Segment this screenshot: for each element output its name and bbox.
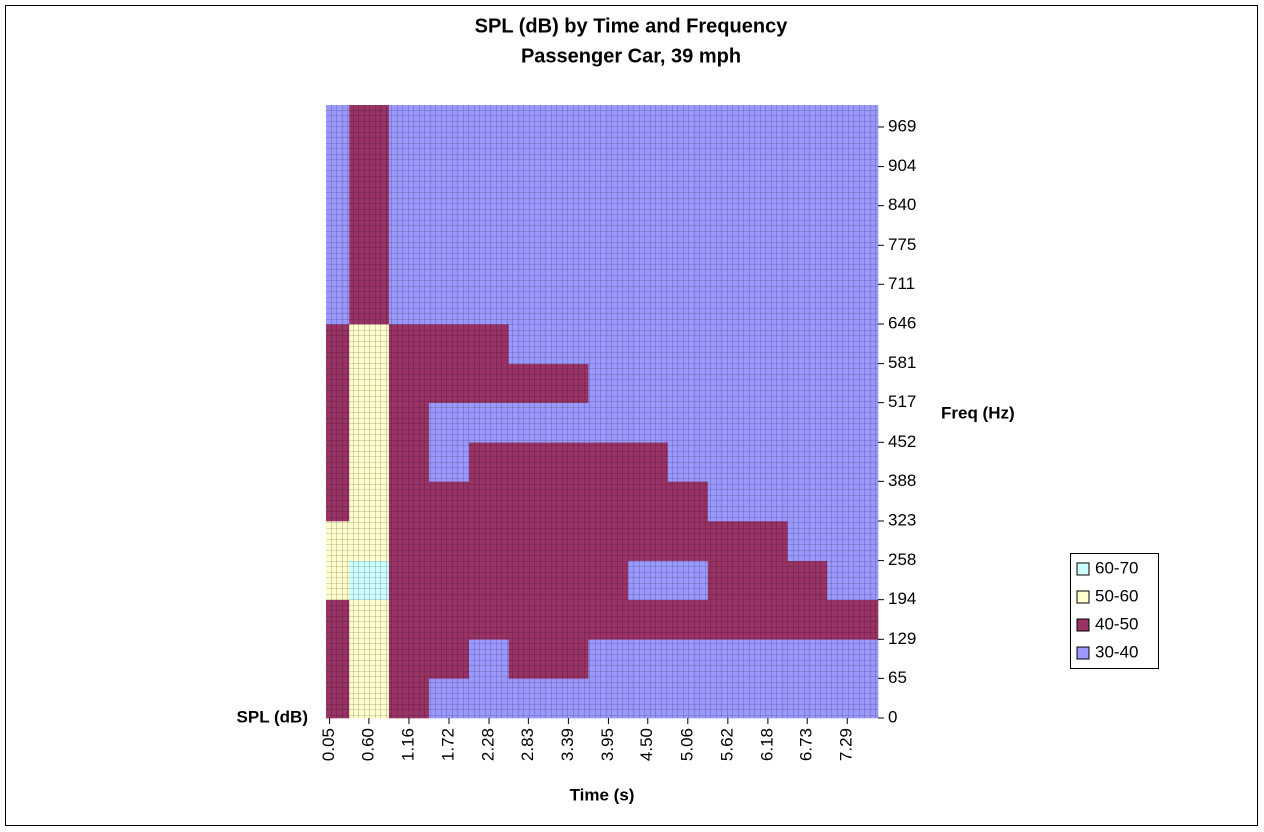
x-tick-label: 1.16 <box>398 728 417 761</box>
y-tick-label: 840 <box>888 195 916 214</box>
y-tick-label: 711 <box>888 274 915 293</box>
y-tick-label: 194 <box>888 589 916 608</box>
y-tick-label: 388 <box>888 471 916 490</box>
x-tick-label: 5.06 <box>677 728 696 761</box>
x-tick-label: 2.83 <box>518 728 537 761</box>
y-tick-label: 904 <box>888 156 916 175</box>
y-tick-label: 775 <box>888 235 916 254</box>
y-tick-label: 452 <box>888 432 916 451</box>
y-tick-label: 646 <box>888 313 916 332</box>
y-tick-label: 323 <box>888 510 916 529</box>
legend-swatch <box>1076 590 1090 604</box>
x-tick-label: 6.73 <box>797 728 816 761</box>
x-tick-label: 0.60 <box>358 728 377 761</box>
legend-swatch <box>1076 562 1090 576</box>
chart-subtitle: Passenger Car, 39 mph <box>521 45 741 67</box>
y-tick-label: 969 <box>888 116 916 135</box>
legend-label: 40-50 <box>1095 614 1138 633</box>
y-tick-label: 258 <box>888 550 916 569</box>
x-tick-label: 0.05 <box>319 728 338 761</box>
legend-label: 30-40 <box>1095 642 1138 661</box>
legend-swatch <box>1076 618 1090 632</box>
y-axis-label: Freq (Hz) <box>941 403 1015 422</box>
y-tick-label: 65 <box>888 668 907 687</box>
y-tick-label: 581 <box>888 353 916 372</box>
x-tick-label: 3.95 <box>598 728 617 761</box>
x-tick-label: 6.18 <box>757 728 776 761</box>
legend-label: 50-60 <box>1095 586 1138 605</box>
x-tick-label: 4.50 <box>637 728 656 761</box>
x-tick-label: 5.62 <box>717 728 736 761</box>
x-tick-label: 3.39 <box>558 728 577 761</box>
chart-title: SPL (dB) by Time and Frequency <box>475 15 789 37</box>
x-tick-label: 1.72 <box>438 728 457 761</box>
z-axis-label: SPL (dB) <box>237 707 308 726</box>
legend-label: 60-70 <box>1095 558 1138 577</box>
x-tick-label: 2.28 <box>479 728 498 761</box>
y-tick-label: 0 <box>888 707 897 726</box>
x-tick-label: 7.29 <box>837 728 856 761</box>
mesh <box>326 105 878 718</box>
legend-swatch <box>1076 646 1090 660</box>
y-tick-label: 517 <box>888 392 916 411</box>
y-tick-label: 129 <box>888 629 916 648</box>
x-axis-label: Time (s) <box>570 785 635 804</box>
